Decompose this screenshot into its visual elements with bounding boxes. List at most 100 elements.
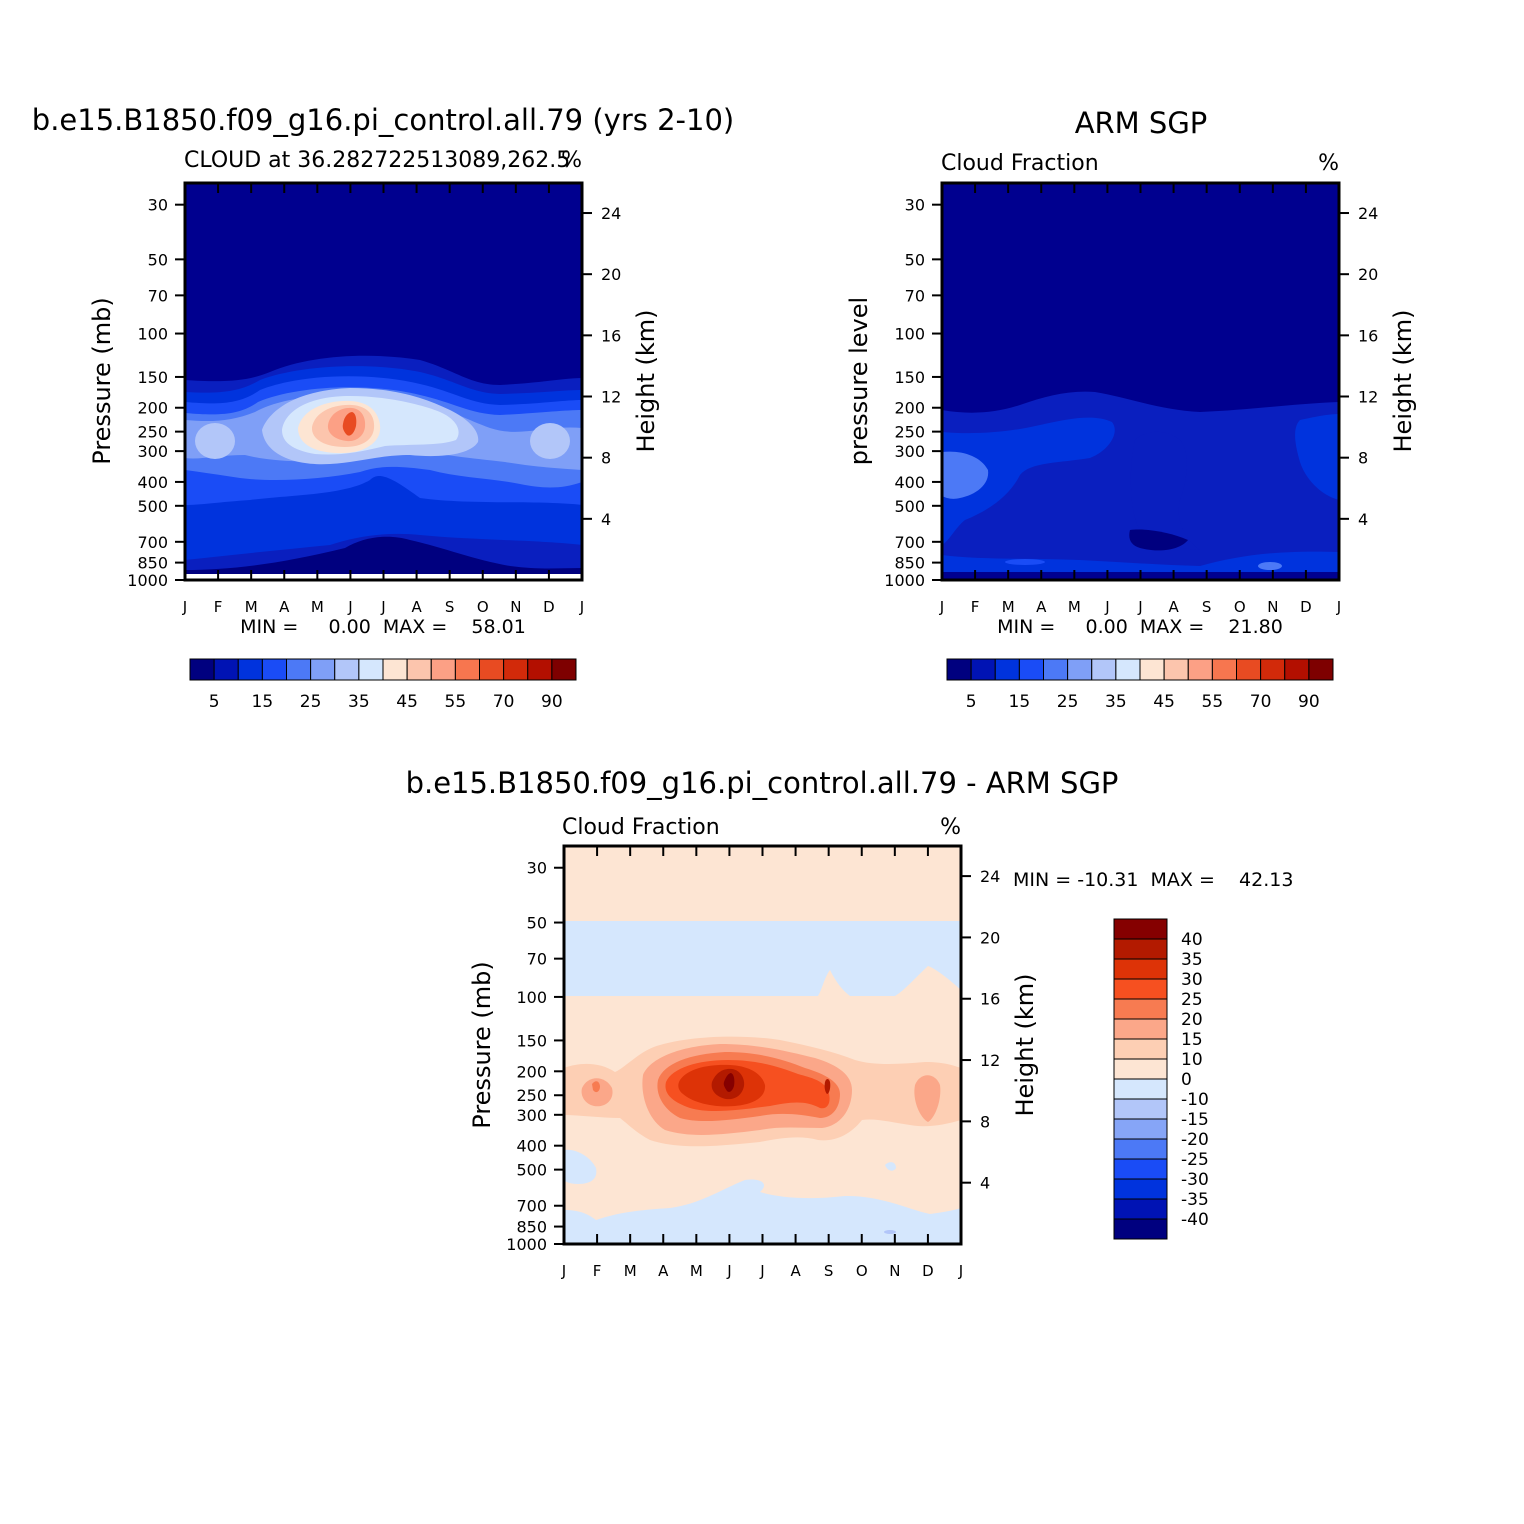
panel2-subtitle-left: Cloud Fraction — [941, 151, 1099, 176]
colorbar-label: 90 — [541, 692, 563, 712]
panel3-neg-left — [564, 1149, 597, 1184]
panel-model: b.e15.B1850.f09_g16.pi_control.all.79 (y… — [32, 103, 734, 712]
x-tick-label: J — [939, 598, 944, 616]
x-tick-label: M — [311, 598, 324, 616]
panel1-y-ticks-right: 24 20 16 12 8 4 — [582, 204, 621, 529]
colorbar-box — [454, 658, 480, 681]
panel3-level-40 — [723, 1073, 735, 1092]
colorbar-label: 25 — [1181, 990, 1203, 1010]
panel3-subtitle-left: Cloud Fraction — [562, 815, 720, 840]
panel2-contour-field — [942, 183, 1339, 580]
colorbar-box — [1113, 1178, 1168, 1200]
x-tick-label: M — [624, 1262, 637, 1280]
colorbar-label: 20 — [1181, 1010, 1203, 1030]
x-tick-label: J — [1137, 598, 1142, 616]
x-tick-label: M — [245, 598, 258, 616]
colorbar-label: 55 — [445, 692, 467, 712]
y-tick-right-label: 12 — [601, 388, 621, 407]
y-tick-right-label: 16 — [601, 326, 621, 345]
colorbar-box — [527, 658, 553, 681]
colorbar-box — [946, 658, 972, 681]
y-tick-label: 150 — [137, 368, 168, 387]
colorbar-box — [1113, 1118, 1168, 1140]
panel3-y-ticks-right: 24 20 16 12 8 4 — [961, 867, 1000, 1193]
panel1-cell-dec — [530, 423, 570, 459]
panel2-low-cell-a — [1005, 559, 1045, 565]
y-tick-label: 700 — [894, 533, 925, 552]
colorbar-box — [406, 658, 432, 681]
y-tick-right-label: 8 — [1358, 449, 1368, 468]
x-tick-label: J — [380, 598, 385, 616]
y-tick-label: 1000 — [884, 571, 925, 590]
y-tick-label: 500 — [894, 497, 925, 516]
x-tick-label: J — [561, 1262, 566, 1280]
x-tick-label: J — [1336, 598, 1341, 616]
colorbar-box — [286, 658, 312, 681]
colorbar-box — [261, 658, 287, 681]
colorbar-box — [1115, 658, 1141, 681]
colorbar-box — [358, 658, 384, 681]
x-tick-label: A — [1036, 598, 1047, 616]
y-tick-label: 70 — [148, 286, 168, 305]
y-tick-right-label: 4 — [980, 1174, 990, 1193]
y-tick-label: 150 — [516, 1031, 547, 1050]
colorbar-box — [310, 658, 336, 681]
colorbar-box — [1113, 1058, 1168, 1080]
y-tick-right-label: 4 — [1358, 510, 1368, 529]
x-tick-label: J — [1104, 598, 1109, 616]
y-tick-label: 1000 — [127, 571, 168, 590]
colorbar-box — [1187, 658, 1213, 681]
x-tick-label: J — [347, 598, 352, 616]
colorbar-box — [1260, 658, 1286, 681]
colorbar-label: 45 — [1153, 692, 1175, 712]
panel2-ylabel: pressure level — [845, 297, 873, 465]
y-tick-label: 300 — [516, 1106, 547, 1125]
colorbar-box — [213, 658, 239, 681]
y-tick-label: 200 — [137, 399, 168, 418]
y-tick-label: 850 — [137, 554, 168, 573]
panel-difference: b.e15.B1850.f09_g16.pi_control.all.79 - … — [406, 766, 1294, 1280]
panel1-subtitle-left: CLOUD at 36.282722513089,262.5 — [184, 148, 570, 173]
colorbar-box — [479, 658, 505, 681]
panel1-stats: MIN = 0.00 MAX = 58.01 — [240, 616, 526, 638]
colorbar-box — [334, 658, 360, 681]
colorbar-box — [1043, 658, 1069, 681]
colorbar-box — [1091, 658, 1117, 681]
y-tick-right-label: 20 — [1358, 265, 1378, 284]
panel2-stats: MIN = 0.00 MAX = 21.80 — [997, 616, 1283, 638]
panel3-neg-spot — [885, 1162, 896, 1171]
colorbar-box — [1113, 1138, 1168, 1160]
y-tick-label: 850 — [894, 554, 925, 573]
colorbar-box — [1113, 978, 1168, 1000]
y-tick-right-label: 24 — [601, 204, 621, 223]
colorbar-label: 70 — [1250, 692, 1272, 712]
y-tick-label: 250 — [516, 1086, 547, 1105]
colorbar-box — [1113, 1078, 1168, 1100]
panel1-level-58 — [342, 412, 357, 436]
colorbar-box — [1113, 1158, 1168, 1180]
panel1-subtitle-right: % — [561, 148, 582, 173]
x-tick-label: A — [411, 598, 422, 616]
panel1-contour-field — [185, 183, 582, 580]
y-tick-label: 100 — [137, 325, 168, 344]
panel2-level-15 — [942, 451, 989, 499]
colorbar-box — [1236, 658, 1262, 681]
y-tick-label: 50 — [148, 250, 168, 269]
panel1-cell-feb — [195, 423, 235, 459]
panel1-ylabel: Pressure (mb) — [88, 297, 116, 464]
y-tick-right-label: 24 — [1358, 204, 1378, 223]
panel3-title: b.e15.B1850.f09_g16.pi_control.all.79 - … — [406, 766, 1119, 800]
panel2-deep-pocket — [1129, 529, 1188, 551]
y-tick-label: 50 — [905, 250, 925, 269]
colorbar-label: 45 — [396, 692, 418, 712]
x-tick-label: F — [593, 1262, 602, 1280]
colorbar-box — [551, 658, 577, 681]
x-tick-label: F — [214, 598, 223, 616]
colorbar-label: -25 — [1181, 1150, 1209, 1170]
panel2-subtitle-right: % — [1318, 151, 1339, 176]
colorbar-box — [1113, 958, 1168, 980]
y-tick-right-label: 20 — [980, 928, 1000, 947]
x-tick-label: N — [1267, 598, 1278, 616]
